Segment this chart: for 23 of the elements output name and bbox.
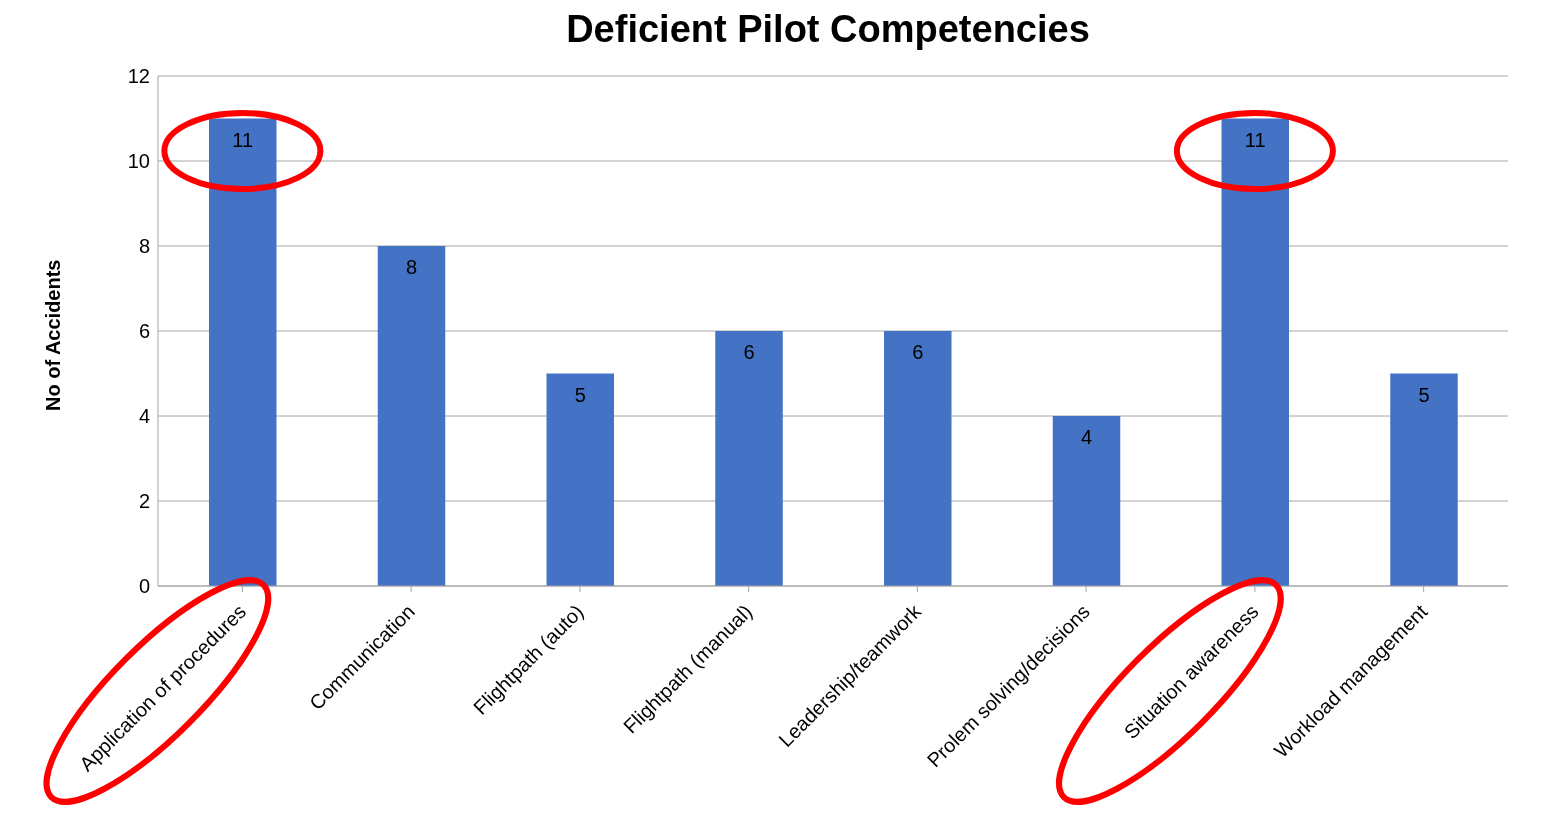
bar xyxy=(377,246,446,586)
y-tick-label: 6 xyxy=(138,320,150,343)
y-tick-label: 8 xyxy=(138,235,150,258)
data-label: 6 xyxy=(912,341,924,364)
data-label: 5 xyxy=(574,383,586,406)
data-label: 5 xyxy=(1418,383,1430,406)
y-tick-label: 0 xyxy=(138,575,150,598)
y-tick-label: 4 xyxy=(138,405,150,428)
bar xyxy=(1390,373,1458,586)
bar xyxy=(546,373,614,586)
chart-title: Deficient Pilot Competencies xyxy=(565,8,1091,52)
data-label: 11 xyxy=(232,128,254,151)
bar xyxy=(884,331,952,586)
data-label: 6 xyxy=(743,341,755,364)
y-tick-label: 10 xyxy=(127,150,150,173)
data-label: 11 xyxy=(1244,128,1266,151)
y-tick-label: 2 xyxy=(138,490,150,513)
bar xyxy=(1052,416,1121,586)
data-label: 4 xyxy=(1080,426,1093,449)
bar xyxy=(715,331,783,586)
y-tick-label: 12 xyxy=(127,65,150,88)
data-label: 8 xyxy=(405,256,418,279)
y-axis-title: No of Accidents xyxy=(42,259,65,411)
